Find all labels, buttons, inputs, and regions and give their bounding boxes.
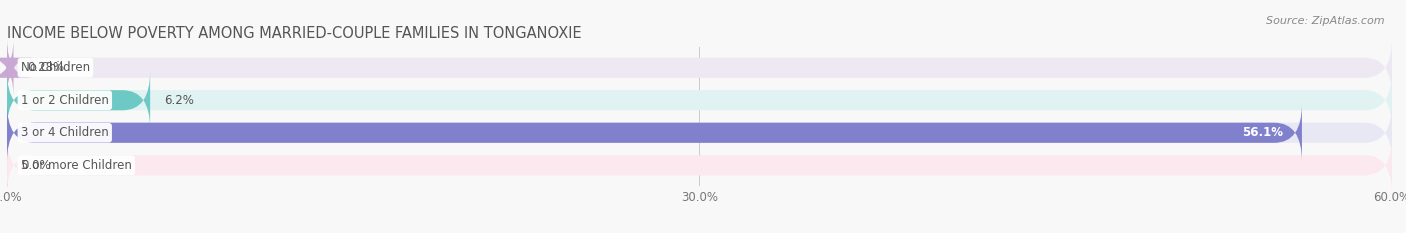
Text: Source: ZipAtlas.com: Source: ZipAtlas.com bbox=[1267, 16, 1385, 26]
Text: 1 or 2 Children: 1 or 2 Children bbox=[21, 94, 108, 107]
Text: 56.1%: 56.1% bbox=[1243, 126, 1284, 139]
Text: 6.2%: 6.2% bbox=[165, 94, 194, 107]
Text: INCOME BELOW POVERTY AMONG MARRIED-COUPLE FAMILIES IN TONGANOXIE: INCOME BELOW POVERTY AMONG MARRIED-COUPL… bbox=[7, 26, 582, 41]
Text: 5 or more Children: 5 or more Children bbox=[21, 159, 132, 172]
FancyBboxPatch shape bbox=[7, 104, 1392, 162]
FancyBboxPatch shape bbox=[0, 39, 35, 97]
Text: No Children: No Children bbox=[21, 61, 90, 74]
FancyBboxPatch shape bbox=[7, 71, 150, 129]
FancyBboxPatch shape bbox=[7, 104, 1302, 162]
FancyBboxPatch shape bbox=[7, 71, 1392, 129]
FancyBboxPatch shape bbox=[7, 39, 1392, 97]
Text: 0.28%: 0.28% bbox=[27, 61, 65, 74]
Text: 3 or 4 Children: 3 or 4 Children bbox=[21, 126, 108, 139]
Text: 0.0%: 0.0% bbox=[21, 159, 51, 172]
FancyBboxPatch shape bbox=[7, 136, 1392, 194]
